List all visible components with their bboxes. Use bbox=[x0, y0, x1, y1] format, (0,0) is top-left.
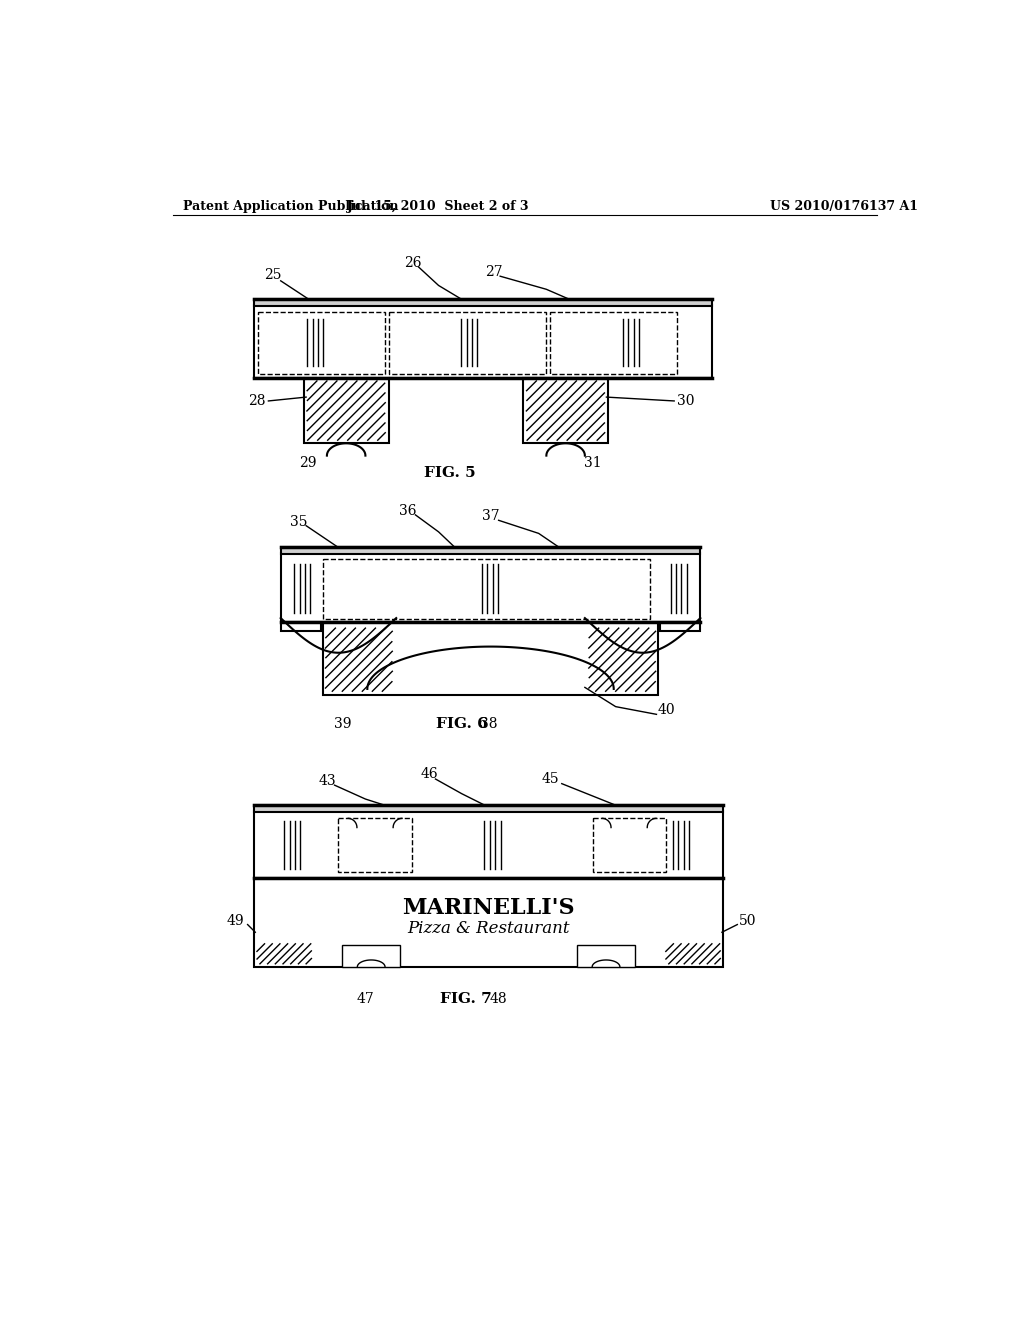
Text: 29: 29 bbox=[299, 455, 316, 470]
Text: FIG. 5: FIG. 5 bbox=[424, 466, 476, 479]
Text: Jul. 15, 2010  Sheet 2 of 3: Jul. 15, 2010 Sheet 2 of 3 bbox=[347, 199, 529, 213]
Bar bbox=[254, 305, 712, 378]
Bar bbox=[254, 810, 724, 878]
Text: 26: 26 bbox=[404, 256, 422, 271]
Text: 48: 48 bbox=[489, 993, 508, 1006]
Bar bbox=[254, 805, 724, 812]
Text: 46: 46 bbox=[421, 767, 438, 781]
Bar bbox=[660, 622, 700, 631]
Text: MARINELLI'S: MARINELLI'S bbox=[402, 896, 574, 919]
Text: Pizza & Restaurant: Pizza & Restaurant bbox=[408, 920, 570, 937]
Bar bbox=[342, 945, 400, 966]
Text: 28: 28 bbox=[248, 393, 265, 408]
Text: 36: 36 bbox=[399, 504, 417, 517]
Text: 27: 27 bbox=[485, 264, 503, 279]
Text: US 2010/0176137 A1: US 2010/0176137 A1 bbox=[770, 199, 918, 213]
Text: 39: 39 bbox=[334, 717, 351, 731]
Bar bbox=[281, 548, 700, 554]
Bar bbox=[281, 553, 700, 622]
Bar bbox=[254, 878, 724, 966]
Text: 40: 40 bbox=[658, 704, 676, 718]
Text: 49: 49 bbox=[227, 913, 245, 928]
Text: FIG. 6: FIG. 6 bbox=[436, 717, 487, 731]
Text: 35: 35 bbox=[290, 515, 307, 529]
Text: Patent Application Publication: Patent Application Publication bbox=[183, 199, 398, 213]
Text: 47: 47 bbox=[356, 993, 375, 1006]
Bar bbox=[281, 622, 321, 631]
Text: 31: 31 bbox=[584, 455, 601, 470]
Bar bbox=[254, 300, 712, 306]
Text: 45: 45 bbox=[542, 772, 559, 785]
Text: FIG. 7: FIG. 7 bbox=[439, 993, 492, 1006]
Text: 37: 37 bbox=[482, 510, 500, 524]
Bar bbox=[523, 378, 608, 444]
Bar bbox=[323, 622, 658, 696]
Text: 38: 38 bbox=[480, 717, 498, 731]
Text: 25: 25 bbox=[264, 268, 282, 282]
Text: 50: 50 bbox=[739, 913, 757, 928]
Text: 43: 43 bbox=[318, 774, 336, 788]
Bar bbox=[578, 945, 635, 966]
Bar bbox=[304, 378, 388, 444]
Text: 30: 30 bbox=[677, 393, 694, 408]
